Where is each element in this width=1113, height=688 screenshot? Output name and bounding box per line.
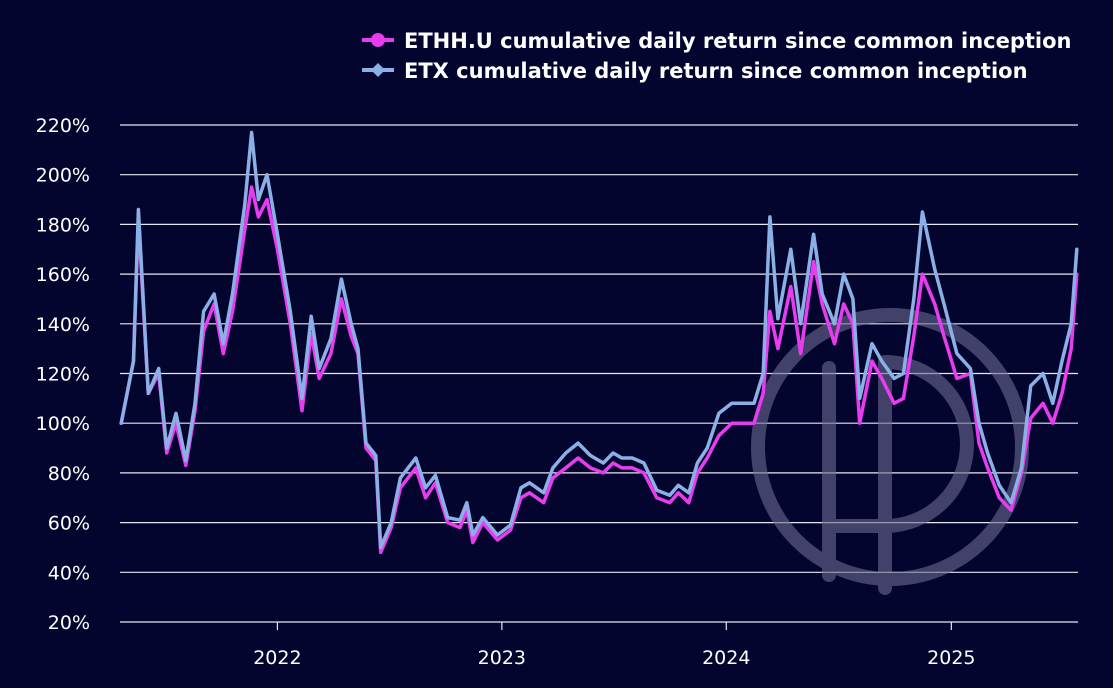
legend-circle-marker-icon (371, 33, 385, 47)
watermark-logo (751, 308, 1029, 595)
y-tick-label: 200% (36, 165, 90, 187)
x-tick-label: 2023 (478, 647, 526, 669)
y-tick-label: 60% (48, 513, 90, 535)
series-line-ethh (119, 185, 1079, 555)
series-line-etx (119, 130, 1079, 550)
grid-lines (120, 124, 1078, 623)
y-tick-label: 160% (36, 264, 90, 286)
y-tick-label: 120% (36, 364, 90, 386)
legend-entry-ethh: ETHH.U cumulative daily return since com… (362, 29, 1072, 53)
y-tick-label: 180% (36, 214, 90, 236)
legend-entry-etx: ETX cumulative daily return since common… (362, 59, 1028, 83)
legend: ETHH.U cumulative daily return since com… (362, 29, 1072, 83)
series-lines (119, 130, 1079, 555)
legend-diamond-marker-icon (371, 63, 385, 77)
x-tick-label: 2025 (927, 647, 975, 669)
y-tick-label: 220% (36, 115, 90, 137)
y-tick-label: 100% (36, 413, 90, 435)
legend-label-etx: ETX cumulative daily return since common… (404, 59, 1028, 83)
y-tick-label: 140% (36, 314, 90, 336)
x-tick-label: 2022 (253, 647, 301, 669)
y-tick-label: 20% (48, 612, 90, 634)
watermark-bowl (828, 355, 974, 595)
y-tick-label: 40% (48, 562, 90, 584)
y-axis-tick-labels: 20% 40% 60% 80% 100% 120% 140% 160% 180% 200% 220% (36, 115, 90, 634)
x-axis-tick-labels: 2022 2023 2024 2025 (253, 622, 976, 669)
y-tick-label: 80% (48, 463, 90, 485)
legend-label-ethh: ETHH.U cumulative daily return since com… (404, 29, 1072, 53)
x-tick-label: 2024 (702, 647, 750, 669)
